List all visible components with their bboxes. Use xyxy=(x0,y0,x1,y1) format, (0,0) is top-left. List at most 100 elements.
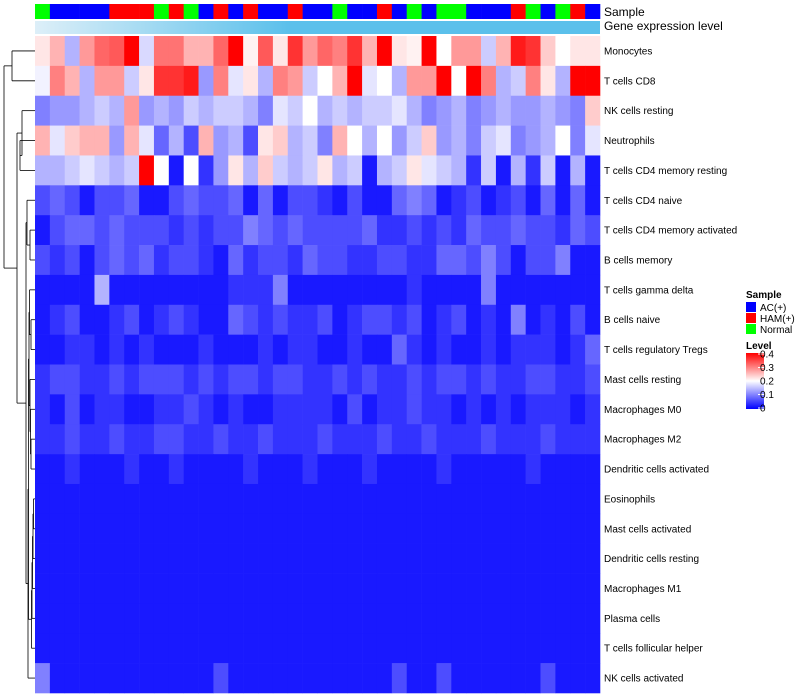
heatmap-cell xyxy=(540,603,556,634)
heatmap-cell xyxy=(481,95,497,126)
heatmap-cell xyxy=(347,185,363,216)
heatmap-cell xyxy=(466,394,482,425)
heatmap-cell xyxy=(585,274,601,306)
heatmap-cell xyxy=(168,483,184,515)
sample-annotation-cell xyxy=(317,4,333,19)
heatmap-cell xyxy=(332,215,348,246)
row-label: T cells CD8 xyxy=(604,76,656,87)
heatmap-cell xyxy=(481,65,497,97)
heatmap-cell xyxy=(94,125,110,156)
heatmap-cell xyxy=(391,573,408,604)
heatmap-cell xyxy=(391,65,408,97)
heatmap-cell xyxy=(139,334,155,365)
heatmap-cell xyxy=(570,334,586,365)
heatmap-cell xyxy=(391,245,408,276)
heatmap-cell xyxy=(258,543,274,574)
heatmap-cell xyxy=(555,543,571,574)
heatmap-cell xyxy=(436,633,452,664)
heatmap-cell xyxy=(376,334,393,365)
heatmap-cell xyxy=(168,334,184,365)
heatmap-cell xyxy=(495,274,512,306)
heatmap-cell xyxy=(153,274,170,306)
heatmap-cell xyxy=(466,95,482,126)
heatmap-cell xyxy=(436,36,452,67)
heatmap-cell xyxy=(153,304,170,335)
heatmap-cell xyxy=(391,95,408,126)
heatmap-cell xyxy=(495,65,512,97)
heatmap-cell xyxy=(79,125,95,156)
heatmap-cell xyxy=(49,334,66,365)
heatmap-cell xyxy=(376,513,393,544)
heatmap-cell xyxy=(451,483,467,515)
heatmap-cell xyxy=(525,36,541,67)
heatmap-cell xyxy=(540,95,556,126)
heatmap-cell xyxy=(79,185,95,216)
heatmap-cell xyxy=(228,424,244,455)
heatmap-cell xyxy=(540,334,556,365)
heatmap-cell xyxy=(347,65,363,97)
heatmap-cell xyxy=(109,245,125,276)
heatmap-cell xyxy=(376,215,393,246)
heatmap-cell xyxy=(49,65,66,97)
heatmap-cell xyxy=(451,65,467,97)
heatmap-cell xyxy=(421,125,437,156)
heatmap-cell xyxy=(436,424,452,455)
heatmap-cell xyxy=(35,603,51,634)
heatmap-cell xyxy=(585,663,601,694)
heatmap-cell xyxy=(317,36,333,67)
heatmap-cell xyxy=(406,483,422,515)
heatmap-cell xyxy=(510,364,526,395)
heatmap-cell xyxy=(302,36,318,67)
heatmap-cell xyxy=(124,424,140,455)
heatmap-cell xyxy=(302,304,318,335)
heatmap-cell xyxy=(168,274,184,306)
heatmap-cell xyxy=(555,603,571,634)
heatmap-cell xyxy=(139,364,155,395)
heatmap-cell xyxy=(124,95,140,126)
heatmap-cell xyxy=(272,394,289,425)
heatmap-cell xyxy=(570,245,586,276)
heatmap-cell xyxy=(510,543,526,574)
heatmap-cell xyxy=(168,603,184,634)
sample-annotation-cell xyxy=(153,4,170,19)
legend-sample-title: Sample xyxy=(746,290,782,301)
heatmap-cell xyxy=(198,95,214,126)
heatmap-cell xyxy=(302,274,318,306)
heatmap-cell xyxy=(362,483,378,515)
heatmap-cell xyxy=(317,394,333,425)
heatmap-cell xyxy=(421,633,437,664)
heatmap-cell xyxy=(495,424,512,455)
heatmap-cell xyxy=(243,125,259,156)
heatmap-cell xyxy=(525,155,541,186)
heatmap-cell xyxy=(302,334,318,365)
row-label: Mast cells resting xyxy=(604,375,681,386)
heatmap-cell xyxy=(332,364,348,395)
heatmap-cell xyxy=(168,394,184,425)
sample-annotation-cell xyxy=(347,4,363,19)
heatmap-cell xyxy=(376,394,393,425)
heatmap-cell xyxy=(124,483,140,515)
heatmap-cell xyxy=(540,155,556,186)
heatmap-cell xyxy=(153,513,170,544)
heatmap-cell xyxy=(213,36,229,67)
heatmap-cell xyxy=(510,125,526,156)
heatmap-cell xyxy=(466,304,482,335)
heatmap-cell xyxy=(153,364,170,395)
heatmap-cell xyxy=(64,155,80,186)
heatmap-cell xyxy=(228,274,244,306)
heatmap-cell xyxy=(585,394,601,425)
heatmap-cell xyxy=(168,633,184,664)
heatmap-cell xyxy=(64,125,80,156)
heatmap-cell xyxy=(570,394,586,425)
heatmap-cell xyxy=(168,125,184,156)
heatmap-cell xyxy=(555,215,571,246)
heatmap-cell xyxy=(213,215,229,246)
heatmap-cell xyxy=(272,65,289,97)
heatmap-cell xyxy=(540,364,556,395)
heatmap-cell xyxy=(79,483,95,515)
heatmap-cell xyxy=(391,155,408,186)
heatmap-cell xyxy=(510,185,526,216)
heatmap-cell xyxy=(153,95,170,126)
heatmap-cell xyxy=(287,95,303,126)
heatmap-cell xyxy=(168,215,184,246)
